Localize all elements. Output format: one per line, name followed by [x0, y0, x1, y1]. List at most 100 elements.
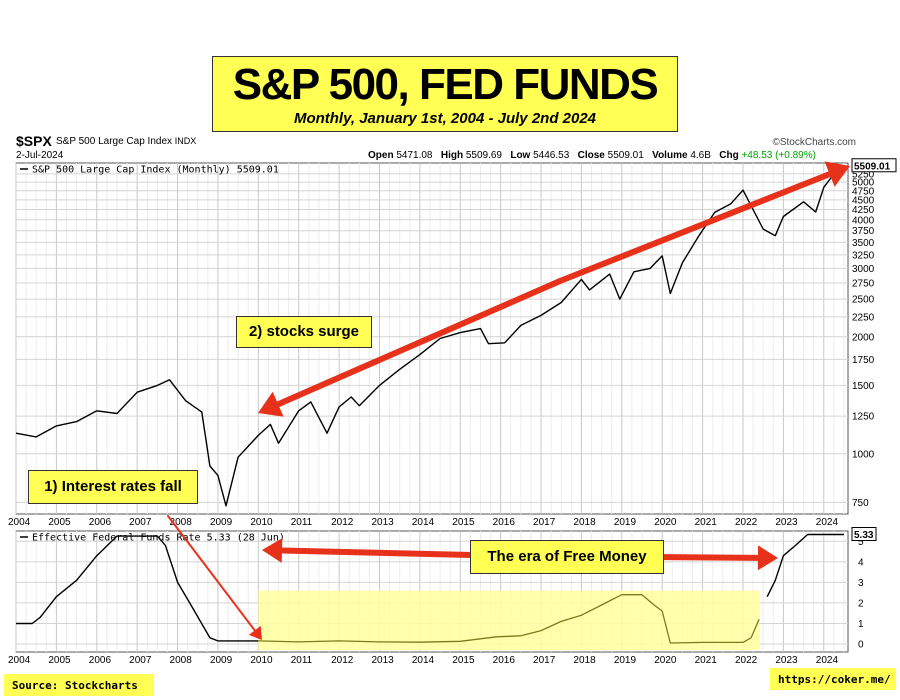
spx-x-tick: 2013 — [371, 517, 394, 528]
fedfunds-x-tick: 2010 — [250, 655, 273, 666]
spx-x-tick: 2018 — [573, 517, 596, 528]
chg-value: +48.53 (+0.89%) — [741, 150, 816, 161]
spx-x-tick: 2023 — [775, 517, 798, 528]
spx-y-tick: 2500 — [852, 295, 875, 306]
low-label: Low — [510, 150, 531, 161]
fedfunds-y-tick: 4 — [858, 557, 864, 568]
symbol: $SPX — [16, 133, 52, 149]
spx-x-tick: 2011 — [291, 517, 313, 528]
annotation-arrows — [167, 161, 850, 640]
high-value: 5509.69 — [465, 150, 502, 161]
provider-credit: ©StockCharts.com — [772, 137, 856, 148]
spx-x-tick: 2020 — [654, 517, 677, 528]
spx-x-tick: 2017 — [533, 517, 556, 528]
symbol-name: S&P 500 Large Cap Index INDX — [56, 136, 196, 147]
spx-y-tick: 3500 — [852, 238, 875, 249]
surge-arrow-left-head — [258, 391, 284, 417]
fedfunds-y-tick: 2 — [858, 598, 864, 609]
spx-y-tick: 3250 — [852, 250, 875, 261]
spx-legend: S&P 500 Large Cap Index (Monthly) 5509.0… — [32, 165, 279, 176]
surge-arrow-left-shaft — [275, 278, 563, 408]
fedfunds-x-tick: 2005 — [48, 655, 71, 666]
spx-y-tick: 1750 — [852, 355, 875, 366]
spx-x-tick: 2016 — [493, 517, 516, 528]
spx-x-tick: 2005 — [48, 517, 71, 528]
spx-y-tick: 1500 — [852, 381, 875, 392]
fedfunds-x-tick: 2023 — [775, 655, 798, 666]
spx-last-value-box — [851, 158, 897, 173]
spx-x-tick: 2021 — [695, 517, 718, 528]
free-money-band — [258, 590, 760, 650]
spx-y-tick: 4000 — [852, 215, 875, 226]
fedfunds-x-tick: 2008 — [170, 655, 193, 666]
spx-x-tick: 2014 — [412, 517, 435, 528]
spx-x-tick: 2009 — [210, 517, 233, 528]
fedfunds-x-tick: 2013 — [371, 655, 394, 666]
rates-fall-arrow-head — [248, 625, 262, 640]
spx-x-tick: 2007 — [129, 517, 152, 528]
spx-series-line — [15, 165, 845, 507]
fedfunds-y-tick: 1 — [858, 619, 864, 630]
volume-label: Volume — [652, 150, 688, 161]
fedfunds-series-line-pre — [16, 535, 259, 642]
title-box: S&P 500, FED FUNDS Monthly, January 1st,… — [212, 56, 678, 132]
volume-value: 4.6B — [690, 150, 711, 161]
free-money-arrow-left-head — [262, 538, 283, 563]
spx-x-tick: 2008 — [170, 517, 193, 528]
annotation-stocks-surge: 2) stocks surge — [236, 316, 372, 348]
url-label[interactable]: https://coker.me/ — [770, 668, 896, 690]
spx-y-tick: 4250 — [852, 205, 875, 216]
source-label: Source: Stockcharts — [4, 674, 154, 696]
spx-y-tick: 2250 — [852, 312, 875, 323]
spx-y-tick: 1250 — [852, 412, 875, 423]
chart-date: 2-Jul-2024 — [16, 150, 64, 161]
fedfunds-x-tick: 2017 — [533, 655, 556, 666]
fedfunds-x-tick: 2009 — [210, 655, 233, 666]
symbol-name-text: S&P 500 Large Cap Index — [56, 136, 173, 147]
fedfunds-panel: 2004 2005 2006 2007 2008 2009 2010 2011 2012 2013… — [8, 526, 877, 666]
spx-x-tick: 2010 — [250, 517, 273, 528]
fedfunds-x-tick: 2015 — [452, 655, 475, 666]
fedfunds-x-tick: 2014 — [412, 655, 435, 666]
fedfunds-x-tick: 2018 — [573, 655, 596, 666]
low-value: 5446.53 — [533, 150, 570, 161]
spx-y-tick: 750 — [852, 498, 869, 509]
close-value: 5509.01 — [607, 150, 644, 161]
surge-arrow-right-head — [824, 161, 850, 187]
spx-y-tick: 4500 — [852, 195, 875, 206]
fedfunds-x-tick: 2007 — [129, 655, 152, 666]
fedfunds-x-tick: 2024 — [816, 655, 839, 666]
fedfunds-x-tick: 2021 — [695, 655, 718, 666]
fedfunds-series-line-post — [766, 533, 844, 598]
spx-x-tick: 2004 — [8, 517, 31, 528]
spx-x-tick: 2012 — [331, 517, 354, 528]
fedfunds-x-tick: 2020 — [654, 655, 677, 666]
high-label: High — [440, 150, 464, 161]
surge-arrow-right-shaft — [557, 171, 833, 284]
chart-subtitle: Monthly, January 1st, 2004 - July 2nd 20… — [293, 110, 597, 127]
spx-y-tick: 4750 — [852, 186, 875, 197]
annotation-rates-fall: 1) Interest rates fall — [28, 470, 198, 504]
spx-y-tick: 5000 — [852, 178, 875, 189]
spx-y-tick: 3750 — [852, 226, 875, 237]
spx-x-tick: 2022 — [735, 517, 758, 528]
fedfunds-x-tick: 2022 — [735, 655, 758, 666]
spx-x-tick: 2019 — [614, 517, 637, 528]
fedfunds-y-tick: 0 — [858, 640, 864, 651]
fedfunds-series-line-zirp — [258, 594, 760, 644]
fedfunds-last-value: 5.33 — [854, 530, 874, 541]
open-label: Open — [368, 150, 394, 161]
exchange: INDX — [174, 136, 197, 146]
spx-last-value: 5509.01 — [854, 161, 891, 172]
fedfunds-x-tick: 2012 — [331, 655, 354, 666]
fedfunds-x-tick: 2006 — [89, 655, 112, 666]
fedfunds-x-tick: 2019 — [614, 655, 637, 666]
fedfunds-x-tick: 2016 — [493, 655, 516, 666]
fedfunds-x-tick: 2004 — [8, 655, 31, 666]
close-label: Close — [577, 150, 605, 161]
fedfunds-x-tick: 2011 — [291, 655, 313, 666]
free-money-arrow-right-head — [757, 545, 778, 571]
open-value: 5471.08 — [396, 150, 433, 161]
spx-y-tick: 3000 — [852, 264, 875, 275]
